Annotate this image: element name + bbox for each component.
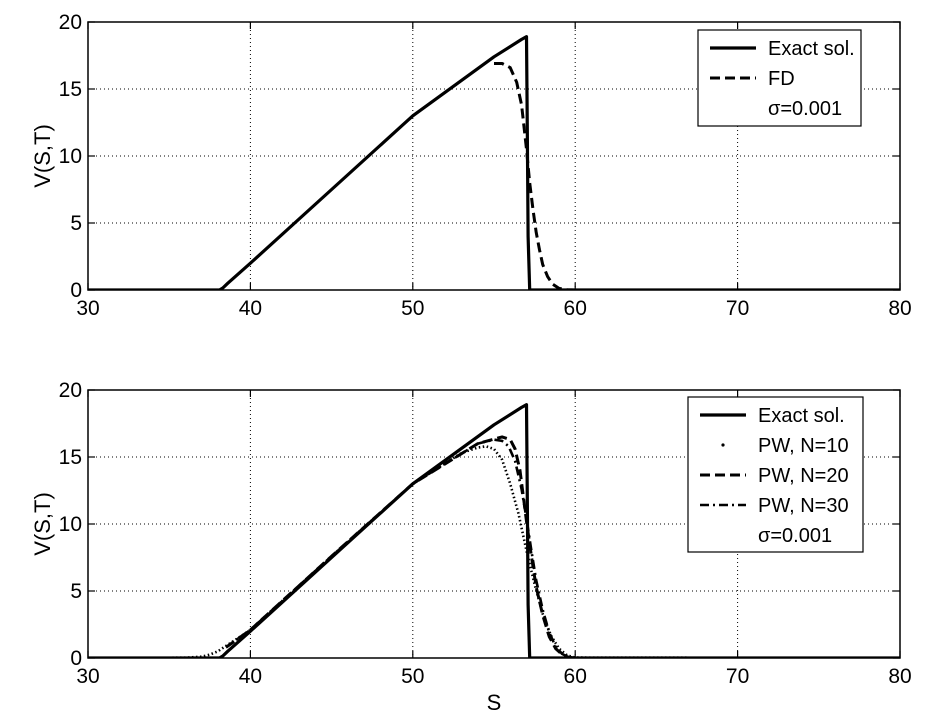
y-tick-label: 5	[70, 212, 82, 235]
y-tick-label: 20	[59, 11, 82, 34]
x-tick-label: 70	[726, 665, 749, 688]
x-axis-label: S	[487, 690, 502, 715]
y-tick-label: 15	[59, 78, 82, 101]
legend: Exact sol. FD σ=0.001	[697, 29, 862, 127]
series-fd	[494, 62, 576, 290]
legend-entry: Exact sol.	[768, 38, 855, 60]
x-tick-label: 80	[888, 665, 911, 688]
legend: Exact sol. PW, N=10 PW, N=20 PW, N=30 σ=0.00…	[687, 396, 864, 553]
legend-entry: PW, N=10	[758, 435, 849, 457]
x-tick-label: 30	[76, 665, 99, 688]
x-tick-label: 60	[564, 297, 587, 320]
chart-panel-1: 30 40 50 60 70 80 0 5 10 15 20 V(S,T) Exact sol. FD σ=…	[30, 11, 912, 320]
legend-note: σ=0.001	[758, 525, 832, 547]
x-tick-label: 40	[239, 297, 262, 320]
y-tick-label: 5	[70, 580, 82, 603]
chart-panel-2: 30 40 50 60 70 80 0 5 10 15 20 V(S,T) S Exact sol. PW,…	[30, 379, 912, 715]
y-tick-label: 0	[70, 279, 82, 302]
x-tick-label: 50	[401, 665, 424, 688]
y-axis-label: V(S,T)	[30, 492, 55, 556]
x-tick-label: 40	[239, 665, 262, 688]
legend-entry: PW, N=30	[758, 495, 849, 517]
series-group	[88, 35, 900, 290]
series-exact-sol	[88, 403, 900, 658]
y-axis-label: V(S,T)	[30, 124, 55, 188]
x-tick-label: 80	[888, 297, 911, 320]
x-tick-label: 70	[726, 297, 749, 320]
legend-entry: PW, N=20	[758, 465, 849, 487]
series-exact-sol	[88, 35, 900, 290]
legend-note: σ=0.001	[768, 98, 842, 120]
legend-entry: FD	[768, 68, 795, 90]
x-tick-label: 30	[76, 297, 99, 320]
y-tick-label: 10	[59, 145, 82, 168]
series-group	[88, 403, 900, 658]
x-tick-label: 60	[564, 665, 587, 688]
y-tick-label: 10	[59, 513, 82, 536]
series-pw-n-30	[225, 438, 576, 658]
legend-marker	[721, 443, 725, 447]
y-tick-label: 15	[59, 446, 82, 469]
y-tick-label: 20	[59, 379, 82, 402]
y-tick-label: 0	[70, 647, 82, 670]
x-tick-label: 50	[401, 297, 424, 320]
legend-entry: Exact sol.	[758, 405, 845, 427]
